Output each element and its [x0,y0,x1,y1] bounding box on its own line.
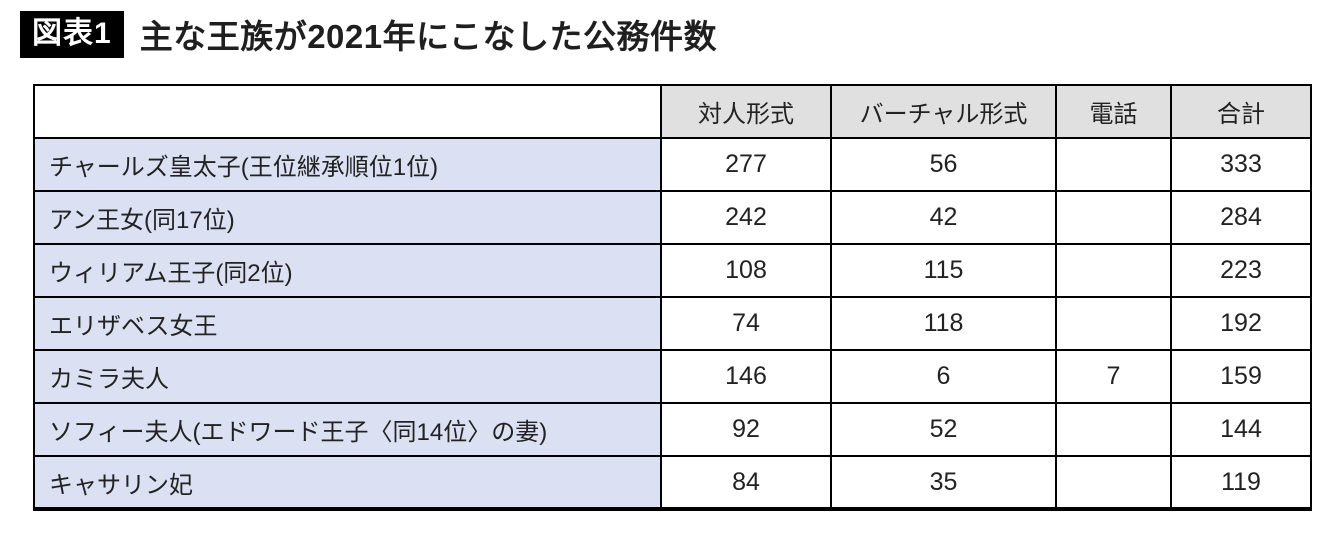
column-header-virtual: バーチャル形式 [830,84,1057,139]
table-row: アン王女(同17位) 242 42 284 [33,190,1312,245]
table-cell: 144 [1170,402,1312,457]
table-cell: 6 [830,349,1057,404]
row-label: カミラ夫人 [33,349,662,404]
table-cell: 92 [660,402,832,457]
column-header-phone: 電話 [1055,84,1172,139]
row-label: エリザベス女王 [33,296,662,351]
table-cell: 74 [660,296,832,351]
table-cell [1055,402,1172,457]
row-label: ソフィー夫人(エドワード王子〈同14位〉の妻) [33,402,662,457]
table-cell: 108 [660,243,832,298]
table-cell: 284 [1170,190,1312,245]
table-cell: 119 [1170,455,1312,510]
row-label: キャサリン妃 [33,455,662,510]
table-cell: 84 [660,455,832,510]
column-header-total: 合計 [1170,84,1312,139]
table-cell: 223 [1170,243,1312,298]
table-cell: 333 [1170,137,1312,192]
table-row: チャールズ皇太子(王位継承順位1位) 277 56 333 [33,137,1312,192]
table-cell [1055,137,1172,192]
table-cell: 146 [660,349,832,404]
header-row: 対人形式 バーチャル形式 電話 合計 [33,84,1312,139]
table-row: カミラ夫人 146 6 7 159 [33,349,1312,404]
column-header-in-person: 対人形式 [660,84,832,139]
table-row: ウィリアム王子(同2位) 108 115 223 [33,243,1312,298]
page-title: 主な王族が2021年にこなした公務件数 [139,18,717,55]
table-cell: 118 [830,296,1057,351]
duties-table: 対人形式 バーチャル形式 電話 合計 チャールズ皇太子(王位継承順位1位) 27… [33,84,1312,511]
table-cell [1055,190,1172,245]
row-label: アン王女(同17位) [33,190,662,245]
table-cell [1055,296,1172,351]
table-cell: 192 [1170,296,1312,351]
table-cell: 42 [830,190,1057,245]
table-cell [1055,455,1172,510]
corner-cell [33,84,662,139]
table-cell: 277 [660,137,832,192]
table-cell [1055,243,1172,298]
table-row: キャサリン妃 84 35 119 [33,455,1312,510]
figure-badge: 図表1 [20,10,124,58]
table-cell: 7 [1055,349,1172,404]
table-cell: 52 [830,402,1057,457]
figure-title-bar: 図表1 主な王族が2021年にこなした公務件数 [0,0,1340,58]
table-row: エリザベス女王 74 118 192 [33,296,1312,351]
table-cell: 35 [830,455,1057,510]
row-label: チャールズ皇太子(王位継承順位1位) [33,137,662,192]
table-cell: 242 [660,190,832,245]
table-cell: 159 [1170,349,1312,404]
table-cell: 56 [830,137,1057,192]
table-row: ソフィー夫人(エドワード王子〈同14位〉の妻) 92 52 144 [33,402,1312,457]
row-label: ウィリアム王子(同2位) [33,243,662,298]
table-cell: 115 [830,243,1057,298]
